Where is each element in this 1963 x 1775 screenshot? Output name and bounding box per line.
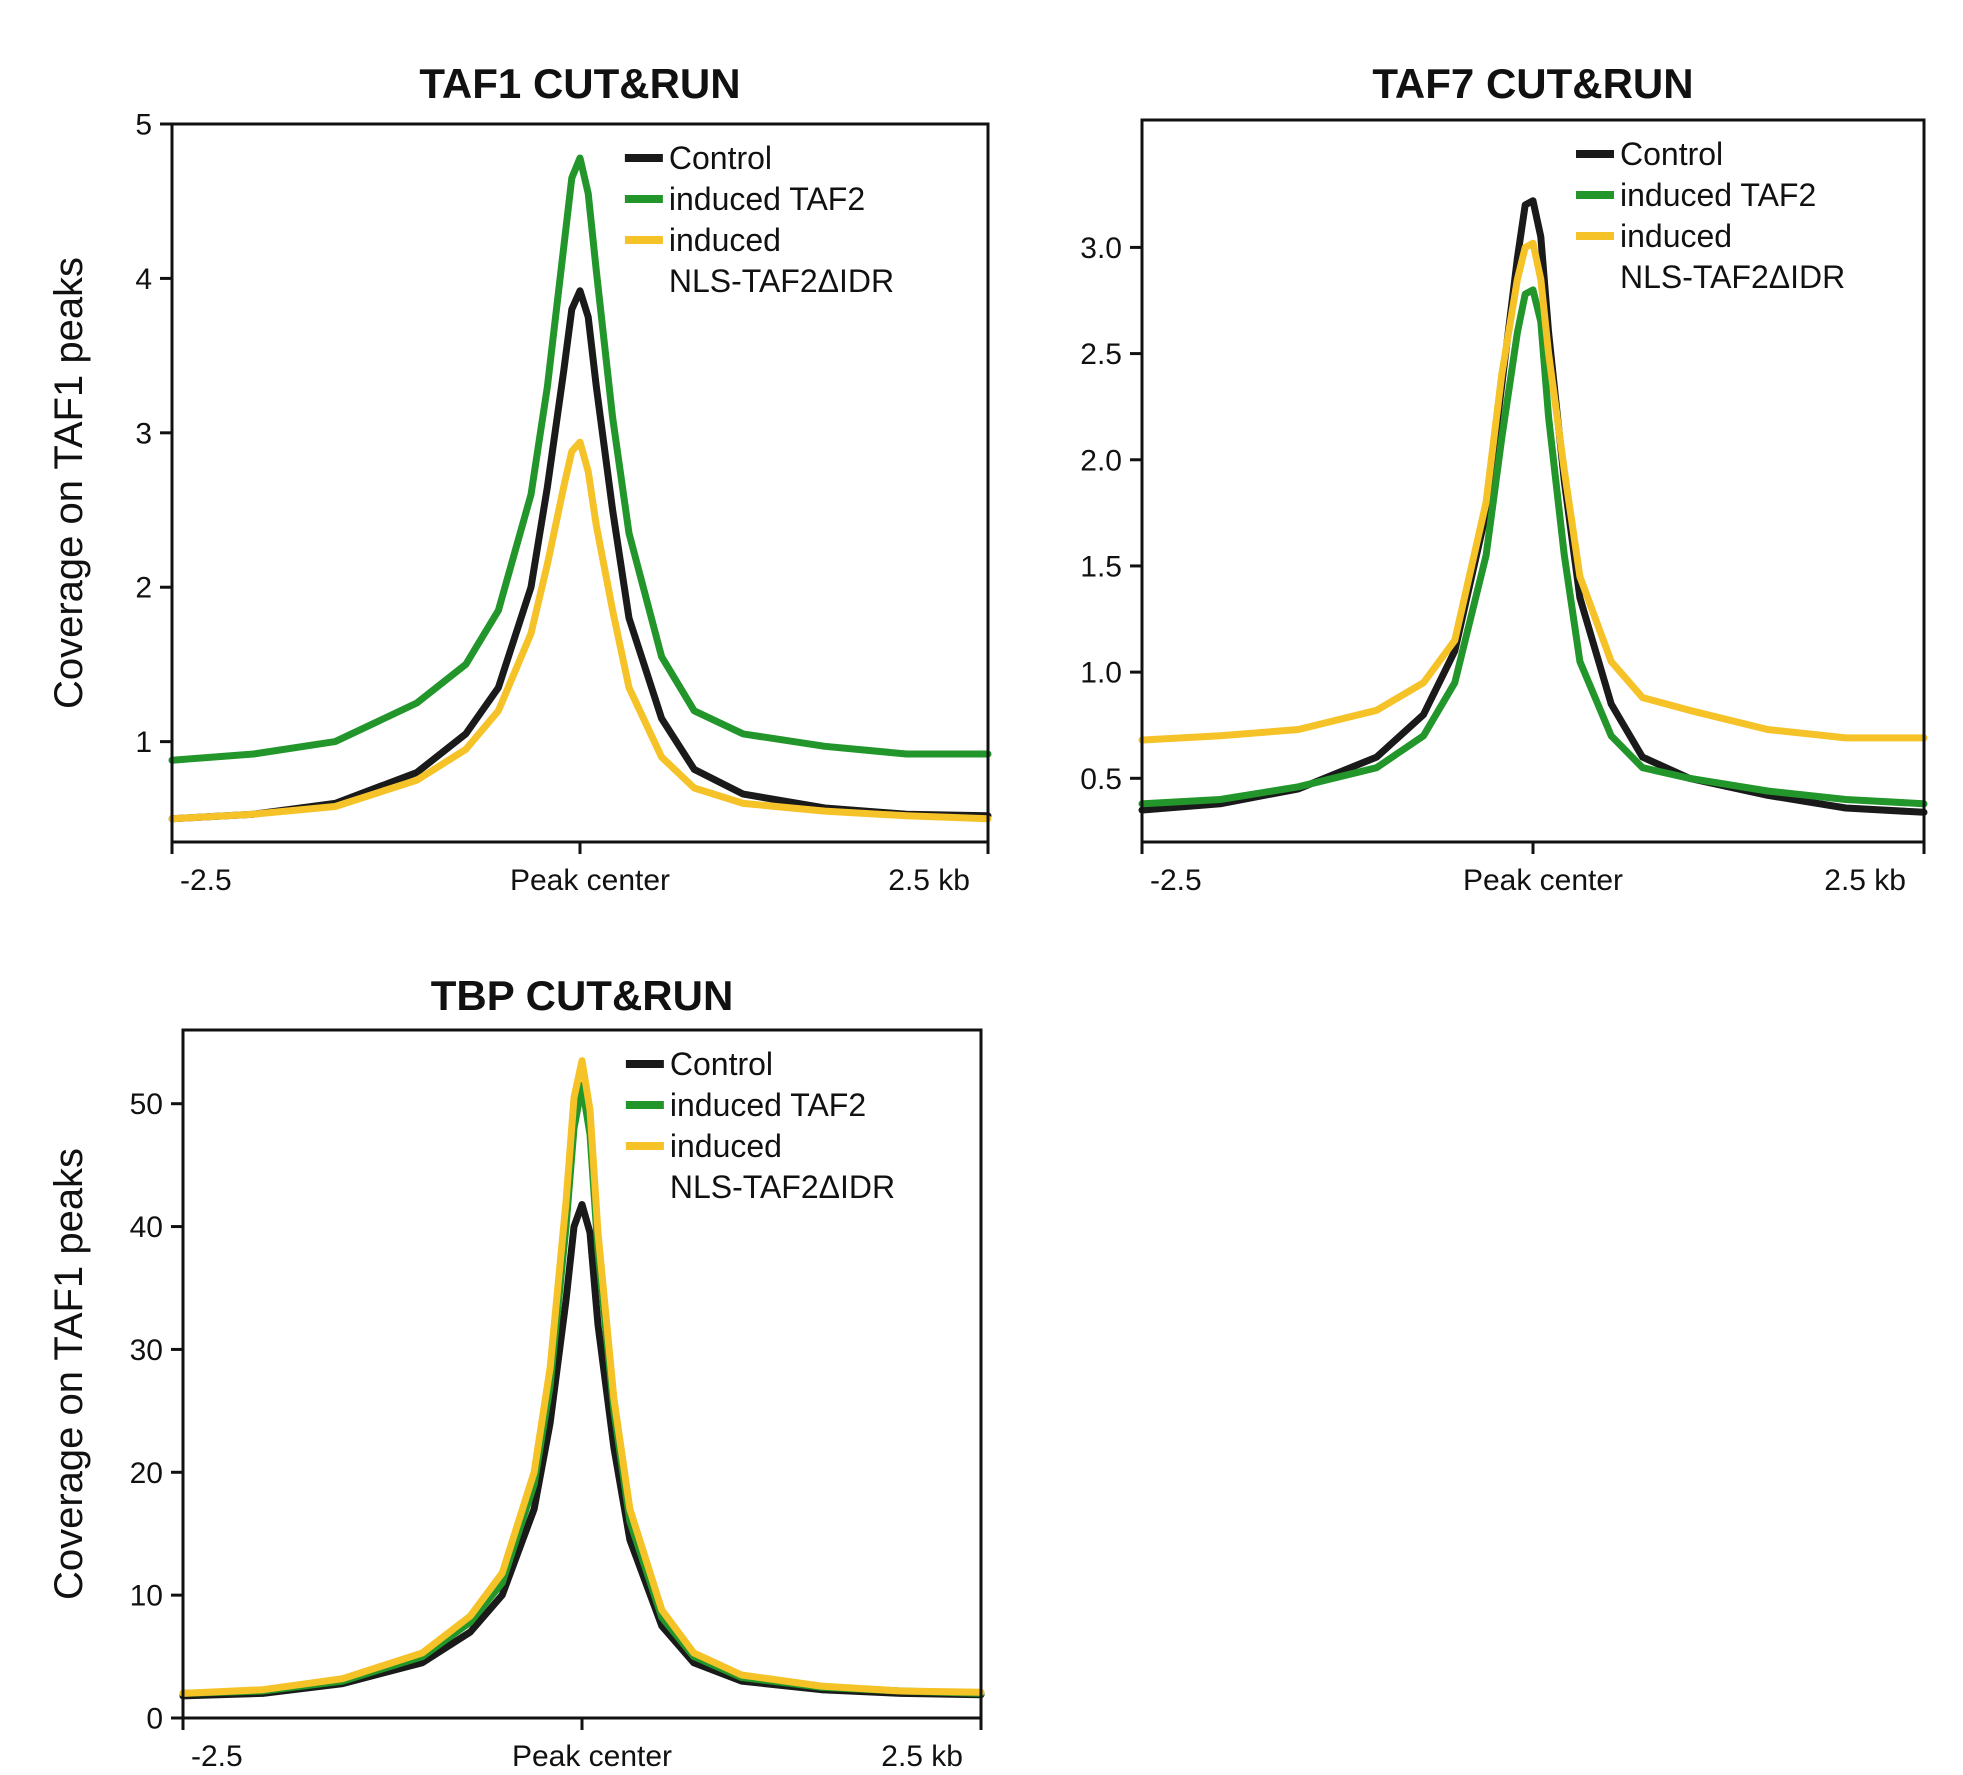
y-tick-label: 3.0 xyxy=(1080,232,1122,265)
legend-label: NLS-TAF2ΔIDR xyxy=(669,263,894,299)
x-tick-label-center: Peak center xyxy=(510,864,670,897)
y-tick-label: 10 xyxy=(130,1580,163,1613)
series-line-control xyxy=(179,1201,985,1700)
legend: Control induced TAF2 induced NLS-TAF2ΔIDR xyxy=(625,1046,895,1205)
y-tick-label: 50 xyxy=(130,1088,163,1121)
y-tick-label: 2 xyxy=(135,572,152,605)
y-tick-label: 5 xyxy=(135,109,152,142)
y-tick-label: 1.0 xyxy=(1080,657,1122,690)
x-tick-label-center: Peak center xyxy=(512,1740,672,1773)
x-tick-label-left: -2.5 xyxy=(191,1740,243,1773)
series-line-induced-taf2 xyxy=(1138,286,1928,808)
y-tick-label: 4 xyxy=(135,263,152,296)
legend-label: induced TAF2 xyxy=(669,181,865,217)
chart-panel-1: TAF1 CUT&RUN Coverage on TAF1 peaks 5 4 3 2 1 -… xyxy=(47,60,992,897)
y-tick-label: 3 xyxy=(135,417,152,450)
y-tick-label: 30 xyxy=(130,1334,163,1367)
legend-label: induced xyxy=(669,222,781,258)
y-tick-label: 40 xyxy=(130,1211,163,1244)
chart-panel-2: TAF7 CUT&RUN 3.0 2.5 2.0 1.5 1.0 0.5 -2.5 Peak c… xyxy=(1080,60,1928,897)
series-line-induced-nls-taf2-idr xyxy=(179,1057,985,1697)
x-tick-label-center: Peak center xyxy=(1463,864,1623,897)
y-axis-label: Coverage on TAF1 peaks xyxy=(47,257,91,709)
y-tick-label: 0.5 xyxy=(1080,763,1122,796)
legend-label: NLS-TAF2ΔIDR xyxy=(670,1169,895,1205)
y-tick-label: 1 xyxy=(135,726,152,759)
chart-title: TAF1 CUT&RUN xyxy=(419,60,740,107)
x-tick-label-left: -2.5 xyxy=(180,864,232,897)
y-axis-label: Coverage on TAF1 peaks xyxy=(47,1148,91,1600)
series-line-induced-nls-taf2-idr xyxy=(1138,239,1928,744)
legend-label: induced TAF2 xyxy=(670,1087,866,1123)
legend: Control induced TAF2 induced NLS-TAF2ΔIDR xyxy=(1576,136,1845,295)
series-line-induced-nls-taf2-idr xyxy=(168,438,992,823)
x-tick-label-right: 2.5 kb xyxy=(888,864,970,897)
x-tick-label-right: 2.5 kb xyxy=(1824,864,1906,897)
y-tick-label: 0 xyxy=(146,1703,163,1736)
chart-title: TBP CUT&RUN xyxy=(431,972,734,1019)
legend-label: NLS-TAF2ΔIDR xyxy=(1620,259,1845,295)
legend-label: Control xyxy=(670,1046,773,1082)
y-tick-label: 20 xyxy=(130,1457,163,1490)
series-line-induced-taf2 xyxy=(168,154,992,764)
y-tick-label: 1.5 xyxy=(1080,550,1122,583)
legend: Control induced TAF2 induced NLS-TAF2ΔIDR xyxy=(624,140,894,299)
legend-label: Control xyxy=(1620,136,1723,172)
legend-label: Control xyxy=(669,140,772,176)
legend-label: induced TAF2 xyxy=(1620,177,1816,213)
series-line-control xyxy=(168,287,992,823)
plot-frame xyxy=(181,1028,983,1720)
y-tick-label: 2.0 xyxy=(1080,444,1122,477)
x-tick-label-left: -2.5 xyxy=(1150,864,1202,897)
y-tick-label: 2.5 xyxy=(1080,338,1122,371)
x-tick-label-right: 2.5 kb xyxy=(881,1740,963,1773)
chart-title: TAF7 CUT&RUN xyxy=(1372,60,1693,107)
chart-panel-3: TBP CUT&RUN Coverage on TAF1 peaks 50 40 30 2… xyxy=(47,972,985,1773)
legend-label: induced xyxy=(1620,218,1732,254)
plot-frame xyxy=(170,122,990,844)
legend-label: induced xyxy=(670,1128,782,1164)
